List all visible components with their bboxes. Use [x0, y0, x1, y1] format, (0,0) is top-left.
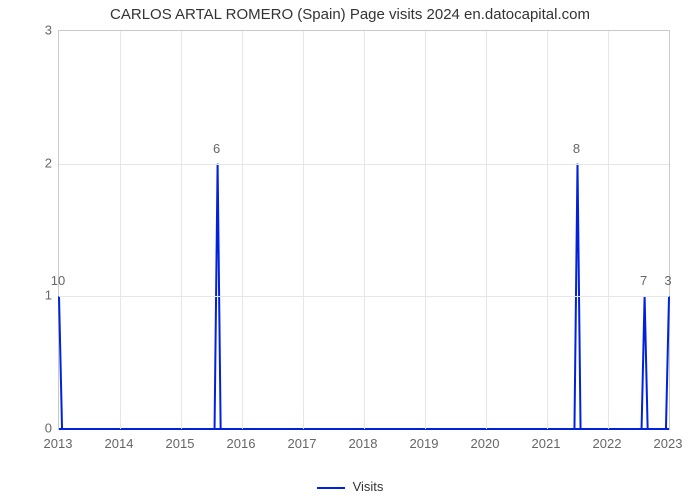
x-tick-label: 2021 — [532, 436, 561, 451]
data-label: 10 — [51, 273, 65, 288]
x-tick-label: 2013 — [44, 436, 73, 451]
x-tick-label: 2014 — [105, 436, 134, 451]
x-tick-label: 2016 — [227, 436, 256, 451]
y-tick-label: 3 — [12, 23, 52, 38]
data-label: 6 — [213, 141, 220, 156]
y-tick-label: 1 — [12, 288, 52, 303]
legend: Visits — [0, 479, 700, 494]
data-label: 3 — [664, 273, 671, 288]
legend-label: Visits — [353, 479, 384, 494]
gridline-v — [608, 31, 609, 429]
data-label: 7 — [640, 273, 647, 288]
data-label: 8 — [573, 141, 580, 156]
gridline-v — [425, 31, 426, 429]
y-tick-label: 2 — [12, 155, 52, 170]
visits-chart: CARLOS ARTAL ROMERO (Spain) Page visits … — [0, 0, 700, 500]
x-tick-label: 2022 — [593, 436, 622, 451]
x-tick-label: 2015 — [166, 436, 195, 451]
gridline-v — [303, 31, 304, 429]
x-tick-label: 2020 — [471, 436, 500, 451]
gridline-v — [181, 31, 182, 429]
x-tick-label: 2023 — [654, 436, 683, 451]
gridline-v — [242, 31, 243, 429]
legend-swatch — [317, 487, 345, 489]
chart-title: CARLOS ARTAL ROMERO (Spain) Page visits … — [0, 6, 700, 23]
gridline-v — [120, 31, 121, 429]
y-tick-label: 0 — [12, 421, 52, 436]
gridline-v — [364, 31, 365, 429]
plot-area — [58, 30, 670, 430]
x-tick-label: 2019 — [410, 436, 439, 451]
x-tick-label: 2017 — [288, 436, 317, 451]
gridline-v — [547, 31, 548, 429]
x-tick-label: 2018 — [349, 436, 378, 451]
gridline-v — [486, 31, 487, 429]
